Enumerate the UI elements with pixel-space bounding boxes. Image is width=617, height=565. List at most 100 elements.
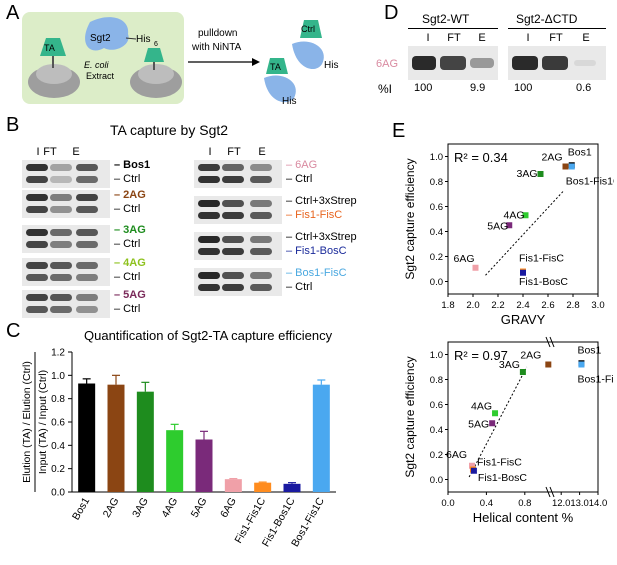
panel-a-schematic: TA Sgt2 His 6 E. coli Extract pulldown w… (22, 12, 338, 106)
b-label-ctrl: – Ctrl (114, 203, 141, 215)
panel-d-letter: D (384, 2, 399, 24)
b-band-bottom (198, 248, 220, 255)
point-label: Fis1-BosC (478, 472, 527, 484)
x-tick-label: 6AG (218, 496, 239, 520)
point-5AG (489, 420, 496, 427)
y-tick-label: 0.2 (51, 464, 65, 475)
b-band-ta (26, 229, 48, 236)
point-label: Bos1 (568, 146, 592, 158)
b-band-ctrl (50, 176, 72, 183)
sgt2-dctd-label: Sgt2-ΔCTD (516, 12, 578, 26)
gravy-scatter-plot: 0.0 0.2 0.4 0.6 0.8 1.0 1.8 2.0 2.2 2.4 2.6 2.8 3.0 S… (403, 143, 614, 327)
bar-Bos1-Fis1C (312, 384, 330, 492)
b-band-ctrl (50, 274, 72, 281)
extract-text-2: Extract (86, 71, 115, 81)
x-tick-label: 2AG (101, 496, 122, 520)
b-band-bottom (198, 212, 220, 219)
b-band-ctrl (26, 274, 48, 281)
y-tick-label: 0.0 (430, 277, 443, 288)
y-tick-label: 0.6 (51, 418, 65, 429)
b-label-ta: – 5AG (114, 289, 146, 301)
b-lane-0-1: FT (43, 146, 57, 158)
b-band-bottom (222, 284, 244, 291)
x-tick-label: 5AG (189, 496, 210, 520)
point-label: Fis1-FisC (519, 253, 564, 265)
b-label-top: – Ctrl+3xStrep (286, 231, 357, 243)
bar-3AG (136, 391, 154, 492)
b-band-ctrl (26, 176, 48, 183)
point-label: 2AG (542, 152, 563, 164)
point-label: 5AG (468, 418, 489, 430)
b-band-ta (50, 164, 72, 171)
b-band-ta (50, 194, 72, 201)
b-band-top (250, 272, 272, 279)
b-label-ctrl: – Ctrl (114, 238, 141, 250)
bar-Fis1-Bos1C (283, 483, 301, 492)
his-text-3: His (282, 96, 296, 106)
x-tick-label: 2.6 (541, 300, 554, 311)
his-text: His (136, 34, 150, 45)
y-tick-label: 0.4 (51, 441, 65, 452)
b-band-ctrl (50, 241, 72, 248)
b-band-ctrl (76, 241, 98, 248)
arrow-label-2: with NiNTA (191, 42, 242, 53)
ta-tag-right (144, 48, 164, 62)
point-label: 5AG (487, 220, 508, 232)
panel-e-letter: E (392, 120, 406, 142)
b-band-bottom (250, 284, 272, 291)
b-band-ctrl (76, 274, 98, 281)
d-wt-i-value: 100 (414, 82, 433, 94)
y-label-denominator: Input (TA) / Input (Ctrl) (37, 370, 49, 474)
bar-6AG (224, 479, 242, 492)
b-lane-0-0: I (36, 146, 40, 158)
x-tick-label: 2.0 (466, 300, 479, 311)
y-tick-label: 0.6 (430, 400, 443, 411)
point-6AG (472, 264, 479, 271)
sgt2-wt-label: Sgt2-WT (422, 12, 470, 26)
his-sub: 6 (154, 41, 158, 48)
point-label: Fis1-FisC (477, 457, 522, 469)
d-dctd-e-value: 0.6 (576, 82, 592, 94)
b-band-ctrl (50, 306, 72, 313)
panel-a-letter: A (6, 2, 20, 24)
x-tick-label: 0.8 (518, 498, 531, 509)
d-lane-i-dctd: I (526, 32, 530, 44)
point-label: Bos1 (577, 344, 601, 356)
b-lane-0-2: E (72, 146, 80, 158)
point-label: Fis1-BosC (519, 276, 568, 288)
point-3AG (537, 171, 544, 177)
x-tick-label: 0.4 (480, 498, 493, 509)
point-label: 4AG (471, 400, 492, 412)
b-band-top (198, 272, 220, 279)
extract-text: E. coli (84, 60, 110, 70)
axis-break (545, 486, 551, 498)
point-label: 6AG (454, 253, 475, 265)
b-band-bottom (250, 212, 272, 219)
b-label-bottom: – Ctrl (286, 173, 313, 185)
b-band-ta (26, 262, 48, 269)
point-2AG (562, 163, 569, 170)
point-4AG (492, 410, 499, 417)
y-tick-label: 1.0 (430, 152, 443, 163)
y-tick-label: 0.4 (430, 425, 443, 436)
d-lane-i-wt: I (426, 32, 430, 44)
b-band-top (250, 236, 272, 243)
sgt2-text: Sgt2 (90, 33, 111, 44)
sgt2-shape (85, 17, 129, 51)
bar-2AG (107, 384, 125, 492)
b-band-ctrl (26, 306, 48, 313)
x-tick-label: 4AG (159, 496, 180, 520)
y-tick-label: 0.2 (430, 252, 443, 263)
b-label-bottom: – Ctrl (286, 281, 313, 293)
d-lane-e-dctd: E (582, 32, 590, 44)
b-lane-1-0: I (208, 146, 212, 158)
ta-text: TA (44, 43, 55, 53)
b-band-top (198, 236, 220, 243)
b-label-ta: – Bos1 (114, 159, 151, 171)
point-4AG (522, 212, 529, 219)
y-tick-label: 0.0 (51, 488, 65, 499)
y-tick-label: 0.8 (430, 177, 443, 188)
d-lane-ft-wt: FT (447, 32, 461, 44)
y-tick-label: 0.4 (430, 227, 443, 238)
b-label-ta: – 3AG (114, 224, 146, 236)
